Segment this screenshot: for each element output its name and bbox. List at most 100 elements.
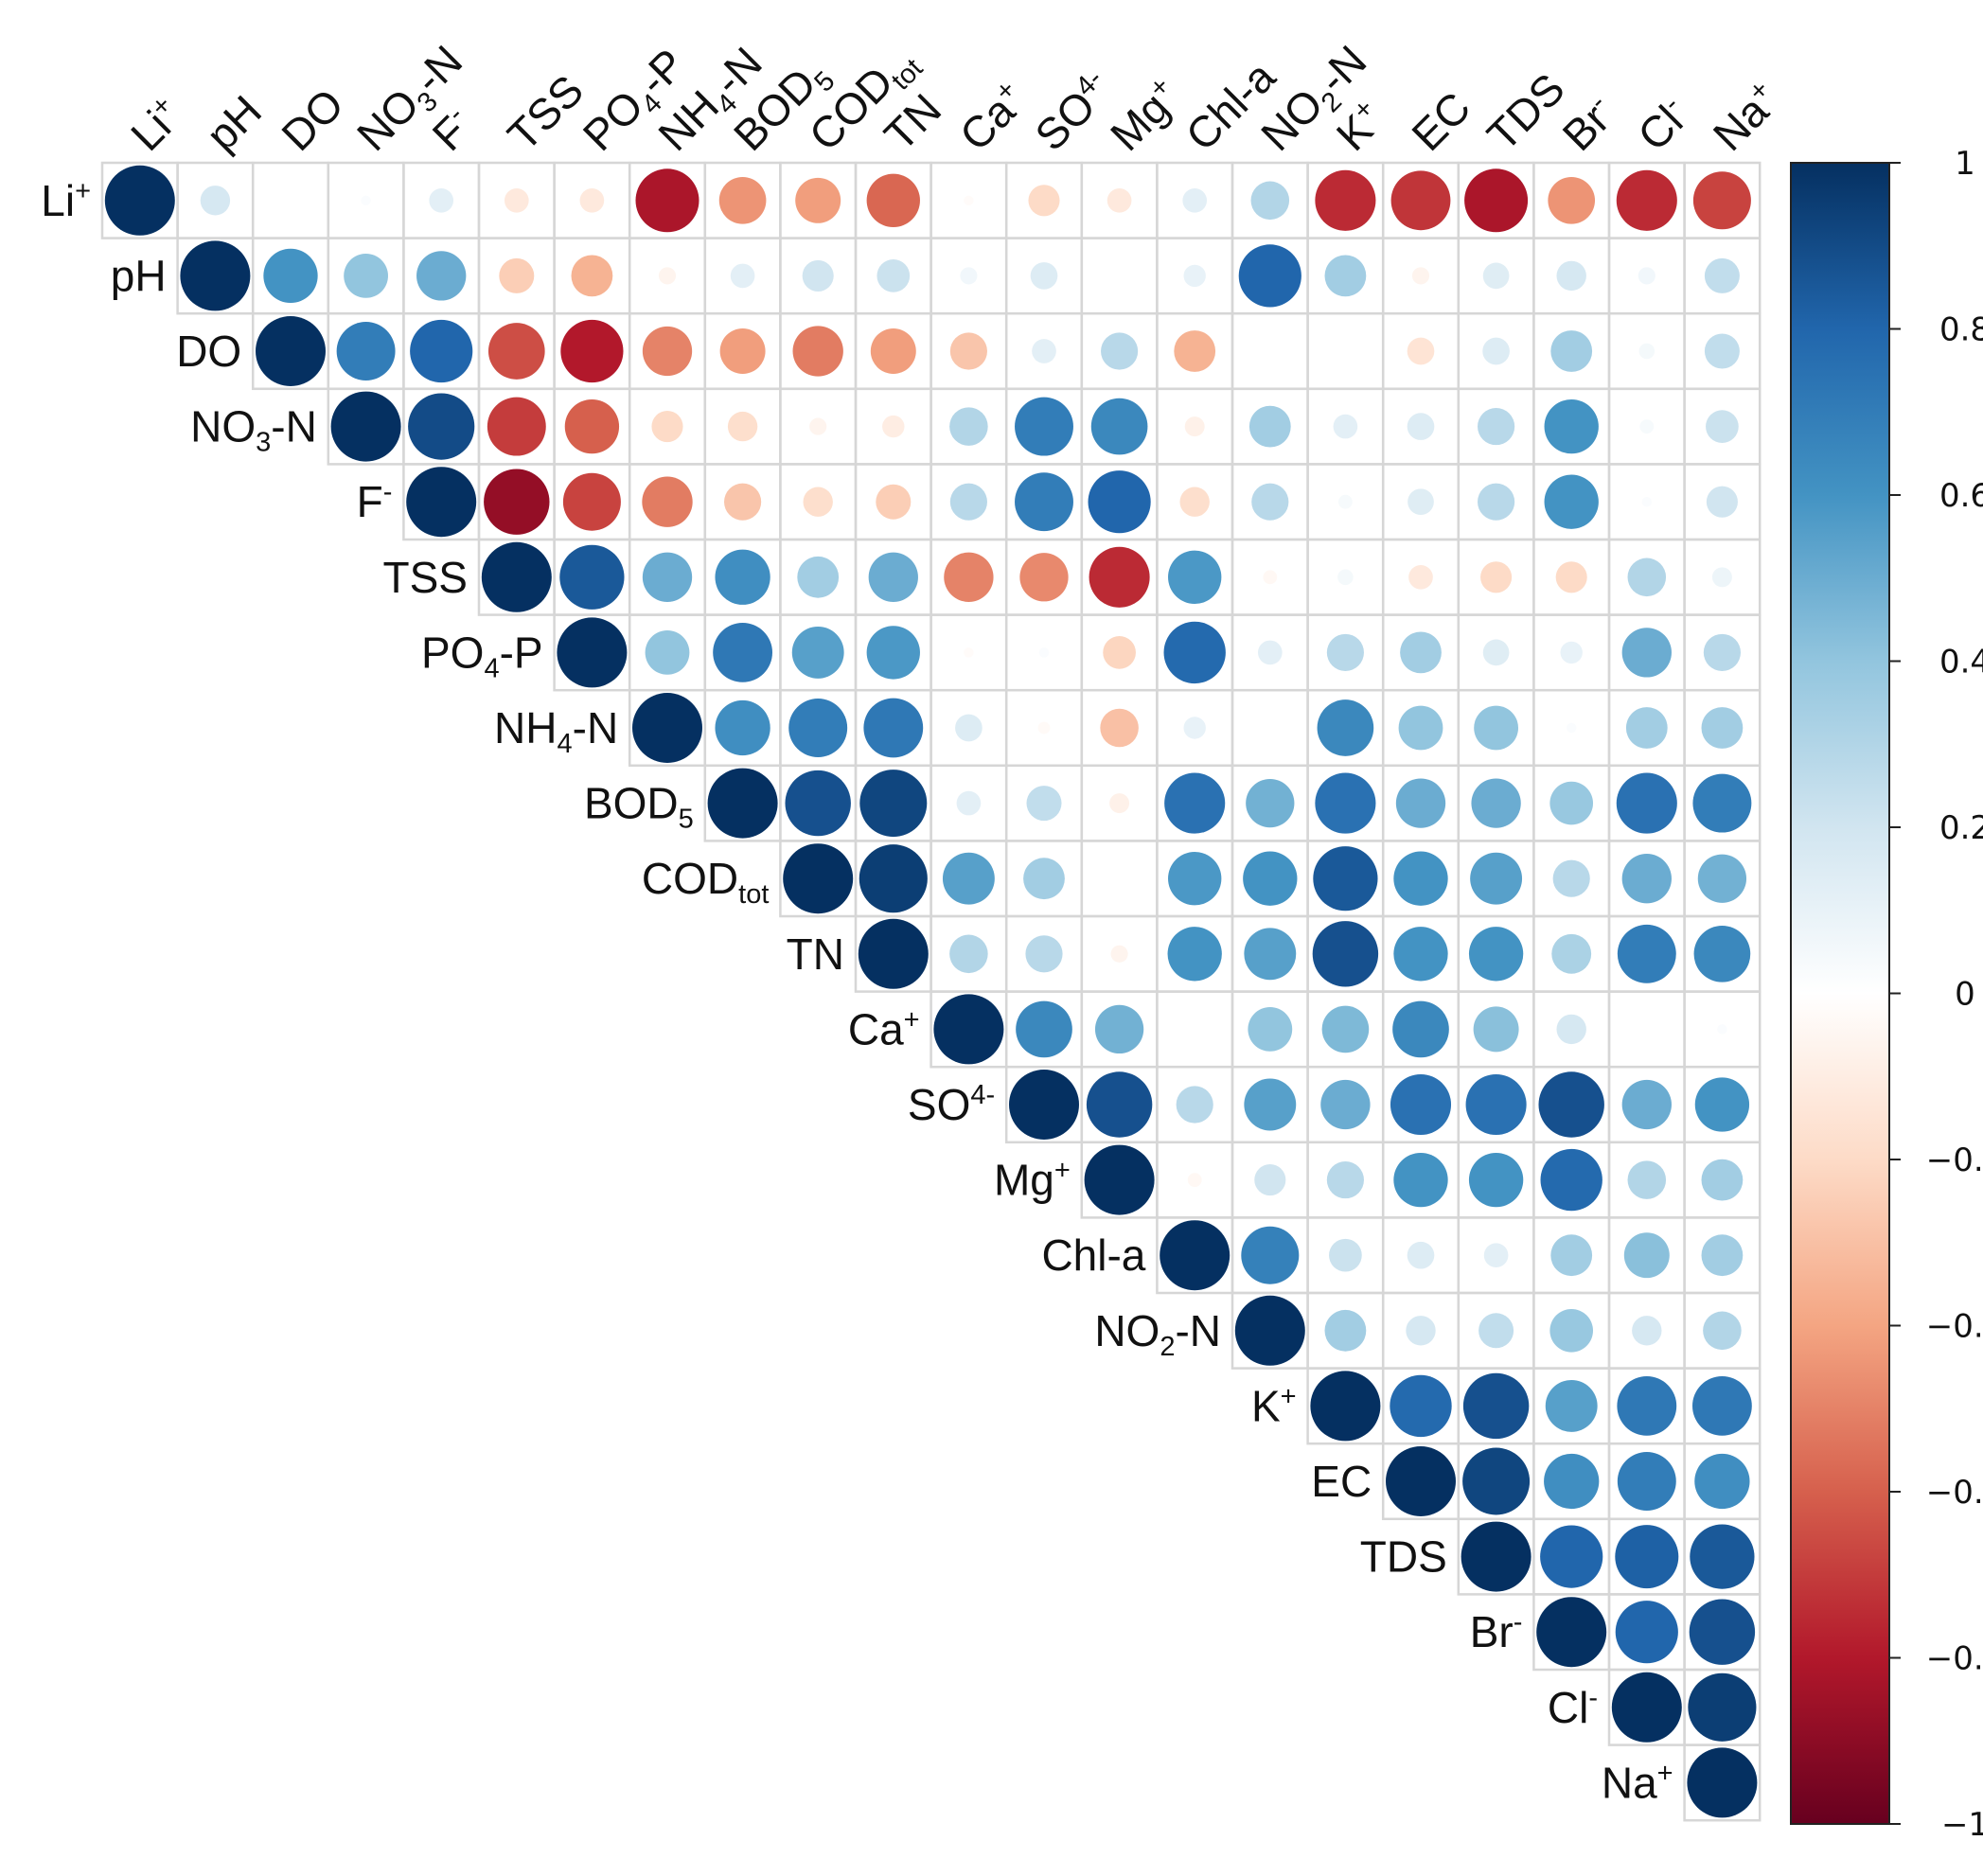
- corr-circle-f-chl-a: [1179, 487, 1210, 517]
- colorbar-tick-label: 0.4: [1939, 644, 1983, 681]
- corr-circle-li-tds: [1464, 168, 1529, 233]
- corr-circle-so-cl: [1621, 1079, 1672, 1130]
- corr-circle-do-cl: [1638, 343, 1655, 360]
- corr-circle-no3-n-mg: [1090, 398, 1148, 455]
- corr-circle-li-na: [1692, 171, 1751, 230]
- corr-circle-f-so: [1015, 472, 1073, 532]
- corr-circle-f-codtot: [803, 487, 833, 517]
- corr-circle-ca-ca: [933, 994, 1004, 1065]
- corr-circle-tss-so: [1019, 553, 1069, 602]
- corr-circle-tss-nh4-n: [642, 552, 693, 602]
- corr-circle-li-f: [429, 187, 454, 213]
- corr-circle-no3-n-codtot: [809, 417, 827, 435]
- corr-circle-ph-nh4-n: [658, 267, 677, 285]
- corr-circle-so-tds: [1465, 1073, 1527, 1136]
- corr-circle-mg-k: [1326, 1161, 1364, 1199]
- corr-circle-do-na: [1704, 333, 1740, 369]
- corr-circle-codtot-ca: [942, 852, 995, 905]
- corr-circle-no2-n-cl: [1632, 1316, 1662, 1346]
- corr-circle-li-cl: [1616, 169, 1677, 231]
- corr-circle-tss-chl-a: [1168, 550, 1222, 604]
- corr-circle-f-ec: [1408, 488, 1434, 516]
- corr-circle-chl-a-tds: [1483, 1243, 1509, 1268]
- corr-circle-tn-na: [1693, 925, 1751, 982]
- corr-circle-cl-cl: [1611, 1672, 1682, 1743]
- corr-circle-no3-n-nh4-n: [651, 411, 683, 443]
- col-label-chl-a: Chl-a: [1177, 51, 1285, 160]
- colorbar-tick-label: −0.6: [1926, 1474, 1983, 1512]
- corr-circle-ec-tds: [1462, 1447, 1531, 1515]
- corr-circle-so-k: [1320, 1079, 1371, 1130]
- corr-circle-f-f: [406, 467, 477, 538]
- corr-circle-do-mg: [1101, 332, 1139, 370]
- matrix-cell: [1080, 237, 1159, 315]
- corr-circle-tss-codtot: [797, 556, 840, 598]
- corr-circle-chl-a-chl-a: [1160, 1220, 1231, 1291]
- corr-circle-so-na: [1694, 1077, 1750, 1132]
- matrix-cell: [1683, 1743, 1762, 1822]
- corr-circle-no3-n-ca: [949, 407, 988, 446]
- corr-circle-mg-no2-n: [1254, 1164, 1286, 1196]
- corr-circle-ph-tds: [1482, 262, 1510, 290]
- corr-circle-codtot-tn: [859, 844, 928, 913]
- corr-circle-chl-a-ec: [1407, 1241, 1435, 1269]
- corr-circle-po4-p-ca: [964, 647, 974, 658]
- corr-circle-do-so: [1032, 339, 1056, 363]
- corr-circle-tss-k: [1337, 569, 1354, 586]
- corr-circle-do-do: [256, 316, 326, 386]
- corr-circle-no3-n-ec: [1407, 413, 1435, 440]
- corr-circle-so-br: [1538, 1071, 1604, 1138]
- corr-circle-po4-p-tn: [866, 626, 920, 680]
- corr-circle-do-chl-a: [1174, 330, 1216, 372]
- corr-circle-f-po4-p: [562, 472, 621, 531]
- corr-circle-f-k: [1338, 494, 1353, 509]
- corr-circle-tn-ca: [949, 934, 988, 974]
- row-label-tds: TDS: [1360, 1532, 1447, 1582]
- corr-circle-cl-na: [1688, 1672, 1757, 1742]
- corr-circle-k-ec: [1390, 1374, 1452, 1438]
- corr-circle-bod5-br: [1549, 781, 1594, 825]
- corr-circle-k-cl: [1617, 1376, 1677, 1436]
- corr-circle-chl-a-k: [1329, 1238, 1362, 1272]
- corr-circle-ph-tss: [499, 257, 535, 293]
- corr-circle-ph-codtot: [802, 259, 834, 292]
- corr-circle-tss-mg: [1089, 546, 1150, 608]
- row-label-po4-p: PO4-P: [421, 628, 543, 683]
- row-label-mg: Mg+: [994, 1156, 1071, 1205]
- corr-circle-tss-tn: [868, 552, 918, 602]
- corr-circle-tss-ec: [1408, 564, 1433, 590]
- corr-circle-nh4-n-tn: [863, 698, 924, 758]
- col-label-ph: pH: [197, 86, 271, 160]
- matrix-cell: [1156, 990, 1234, 1069]
- corr-circle-li-tss: [504, 187, 529, 213]
- corr-circle-tds-cl: [1615, 1525, 1679, 1589]
- corr-circle-nh4-n-so: [1037, 721, 1051, 734]
- row-label-na: Na+: [1602, 1758, 1673, 1807]
- row-label-so: SO4-: [908, 1080, 995, 1129]
- corr-circle-tn-ec: [1393, 927, 1448, 982]
- corr-circle-ph-po4-p: [571, 255, 613, 297]
- corr-circle-nh4-n-codtot: [788, 699, 848, 757]
- row-label-nh4-n: NH4-N: [494, 703, 618, 759]
- corr-circle-f-tds: [1478, 483, 1515, 521]
- corr-circle-br-na: [1689, 1599, 1756, 1665]
- col-label-cl: Cl-: [1628, 90, 1698, 160]
- corr-circle-mg-ec: [1393, 1152, 1448, 1208]
- corr-circle-ca-no2-n: [1248, 1007, 1293, 1052]
- corr-circle-mg-chl-a: [1187, 1173, 1202, 1187]
- matrix-cell: [1607, 990, 1686, 1069]
- corr-circle-ph-so: [1030, 262, 1058, 290]
- row-label-tss: TSS: [383, 553, 468, 602]
- corr-circle-tn-tn: [858, 918, 929, 989]
- row-label-k: K+: [1251, 1381, 1297, 1430]
- colorbar-tick-label: −1: [1941, 1806, 1983, 1844]
- corr-circle-no3-n-tds: [1478, 408, 1515, 446]
- corr-circle-bod5-na: [1692, 773, 1752, 833]
- corr-circle-nh4-n-chl-a: [1183, 717, 1206, 739]
- corr-circle-na-na: [1687, 1747, 1758, 1818]
- corr-circle-no3-n-no3-n: [330, 391, 401, 462]
- row-label-do: DO: [176, 327, 241, 376]
- corr-circle-li-tn: [866, 173, 920, 227]
- corr-circle-do-tds: [1482, 337, 1510, 365]
